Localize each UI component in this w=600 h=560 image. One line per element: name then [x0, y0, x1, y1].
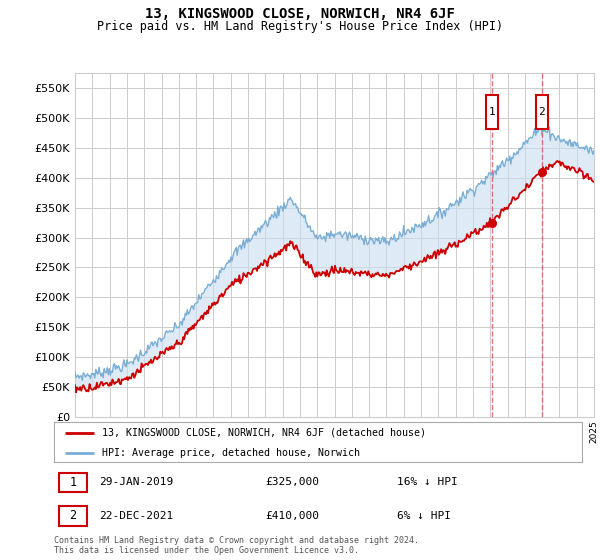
Text: Price paid vs. HM Land Registry's House Price Index (HPI): Price paid vs. HM Land Registry's House … — [97, 20, 503, 32]
Bar — [536, 95, 548, 128]
Text: Contains HM Land Registry data © Crown copyright and database right 2024.
This d: Contains HM Land Registry data © Crown c… — [54, 536, 419, 556]
Text: 13, KINGSWOOD CLOSE, NORWICH, NR4 6JF (detached house): 13, KINGSWOOD CLOSE, NORWICH, NR4 6JF (d… — [101, 428, 425, 437]
Text: 29-JAN-2019: 29-JAN-2019 — [99, 478, 173, 487]
Text: 13, KINGSWOOD CLOSE, NORWICH, NR4 6JF: 13, KINGSWOOD CLOSE, NORWICH, NR4 6JF — [145, 7, 455, 21]
Text: 2: 2 — [70, 510, 77, 522]
Text: 6% ↓ HPI: 6% ↓ HPI — [397, 511, 451, 521]
Point — [487, 218, 496, 227]
Text: 16% ↓ HPI: 16% ↓ HPI — [397, 478, 458, 487]
Text: 22-DEC-2021: 22-DEC-2021 — [99, 511, 173, 521]
Bar — [485, 95, 497, 128]
Bar — [59, 506, 87, 525]
Text: £410,000: £410,000 — [265, 511, 319, 521]
Text: HPI: Average price, detached house, Norwich: HPI: Average price, detached house, Norw… — [101, 448, 359, 458]
Point — [537, 167, 547, 176]
Text: 2: 2 — [538, 107, 545, 116]
Bar — [59, 473, 87, 492]
Text: 1: 1 — [70, 476, 77, 489]
Text: 1: 1 — [488, 107, 495, 116]
Text: £325,000: £325,000 — [265, 478, 319, 487]
